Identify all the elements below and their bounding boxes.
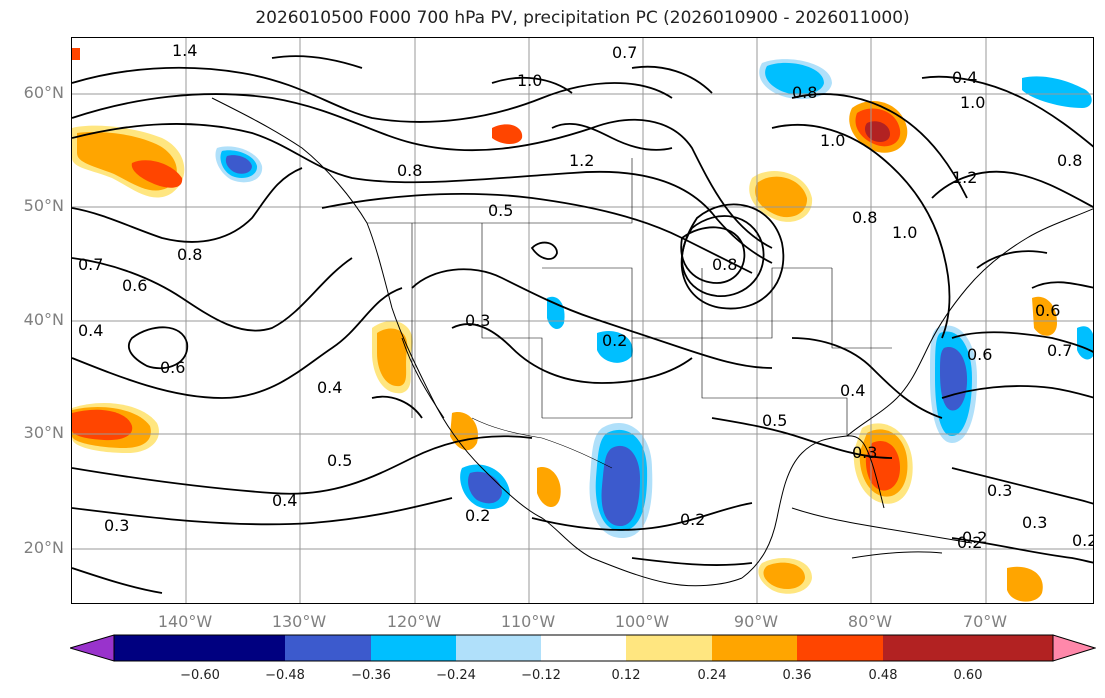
colorbar-segment [626, 635, 712, 661]
colorbar-segment [199, 635, 285, 661]
contour-label: 0.8 [852, 208, 877, 227]
contour-label: 0.8 [1057, 151, 1082, 170]
contour-label: 0.8 [397, 161, 422, 180]
contour-label: 0.5 [488, 201, 513, 220]
contour-label: 0.3 [852, 443, 877, 462]
contour-label: 0.4 [78, 321, 103, 340]
contour-label: 0.5 [327, 451, 352, 470]
colorbar-segment [968, 635, 1053, 661]
contour-label: 0.8 [712, 255, 737, 274]
contour-label: 0.8 [177, 245, 202, 264]
lon-label-90w: 90°W [733, 612, 779, 631]
colorbar-tick: 0.24 [697, 668, 727, 683]
map-panel: 1.4 0.7 0.8 0.6 0.4 0.6 0.4 0.5 0.4 0.3 … [71, 37, 1094, 604]
lat-label-40n: 40°N [23, 310, 64, 329]
colorbar-min-extend [70, 634, 115, 662]
contour-label: 1.2 [569, 151, 594, 170]
colorbar-tick: −0.60 [180, 668, 220, 683]
lon-label-140w: 140°W [157, 612, 213, 631]
colorbar-segment [541, 635, 626, 661]
colorbar-tick: −0.36 [351, 668, 391, 683]
colorbar-segment [456, 635, 541, 661]
colorbar-tick: 0.36 [782, 668, 812, 683]
colorbar-segment [883, 635, 968, 661]
contour-label: 0.6 [1035, 301, 1060, 320]
contour-label: 1.0 [820, 131, 845, 150]
contour-label: 0.7 [1047, 341, 1072, 360]
pv-contours [72, 55, 1093, 594]
colorbar-segment [285, 635, 371, 661]
contour-label: 0.5 [762, 411, 787, 430]
lon-label-100w: 100°W [614, 612, 670, 631]
colorbar [70, 634, 1096, 662]
lon-label-70w: 70°W [962, 612, 1008, 631]
contour-label: 0.6 [122, 276, 147, 295]
colorbar-segment [797, 635, 883, 661]
contour-label: 1.2 [952, 168, 977, 187]
contour-labels: 1.4 0.7 0.8 0.6 0.4 0.6 0.4 0.5 0.4 0.3 … [78, 41, 1094, 552]
contour-label: 0.2 [465, 506, 490, 525]
contour-label: 0.6 [967, 345, 992, 364]
graticule [72, 38, 1093, 603]
lon-label-80w: 80°W [847, 612, 893, 631]
map-title: 2026010500 F000 700 hPa PV, precipitatio… [255, 8, 910, 28]
contour-label: 0.3 [465, 311, 490, 330]
map-canvas: 1.4 0.7 0.8 0.6 0.4 0.6 0.4 0.5 0.4 0.3 … [72, 38, 1094, 603]
contour-label: 0.3 [1022, 513, 1047, 532]
contour-label: 1.0 [517, 71, 542, 90]
contour-label: 1.0 [960, 93, 985, 112]
lon-label-130w: 130°W [271, 612, 327, 631]
contour-label: 0.2 [602, 331, 627, 350]
colorbar-tick: 0.12 [611, 668, 641, 683]
contour-label: 0.7 [612, 43, 637, 62]
contour-label: 0.4 [272, 491, 297, 510]
contour-label: 0.8 [792, 83, 817, 102]
contour-label: 1.0 [892, 223, 917, 242]
lat-label-60n: 60°N [23, 83, 64, 102]
colorbar-tick: 0.48 [868, 668, 898, 683]
colorbar-tick: −0.48 [265, 668, 305, 683]
lon-label-110w: 110°W [500, 612, 556, 631]
contour-label: 0.2 [1072, 531, 1094, 550]
colorbar-tick: −0.12 [521, 668, 561, 683]
lat-label-50n: 50°N [23, 196, 64, 215]
colorbar-segment [371, 635, 456, 661]
contour-label: 0.6 [160, 358, 185, 377]
contour-label: 0.2 [962, 528, 987, 547]
contour-label: 0.7 [78, 255, 103, 274]
colorbar-tick: −0.24 [436, 668, 476, 683]
contour-label: 0.4 [952, 68, 977, 87]
precip-shading [72, 48, 1093, 602]
colorbar-segment [712, 635, 797, 661]
contour-label: 1.4 [172, 41, 197, 60]
contour-label: 0.4 [840, 381, 865, 400]
contour-label: 0.2 [957, 533, 982, 552]
state-borders [367, 158, 892, 469]
lat-label-30n: 30°N [23, 423, 64, 442]
lat-label-20n: 20°N [23, 538, 64, 557]
colorbar-segment [114, 635, 199, 661]
colorbar-tick: 0.60 [953, 668, 983, 683]
contour-label: 0.3 [104, 516, 129, 535]
colorbar-max-extend [1052, 634, 1096, 662]
contour-label: 0.3 [987, 481, 1012, 500]
lon-label-120w: 120°W [386, 612, 442, 631]
contour-label: 0.2 [680, 510, 705, 529]
contour-label: 0.4 [317, 378, 342, 397]
